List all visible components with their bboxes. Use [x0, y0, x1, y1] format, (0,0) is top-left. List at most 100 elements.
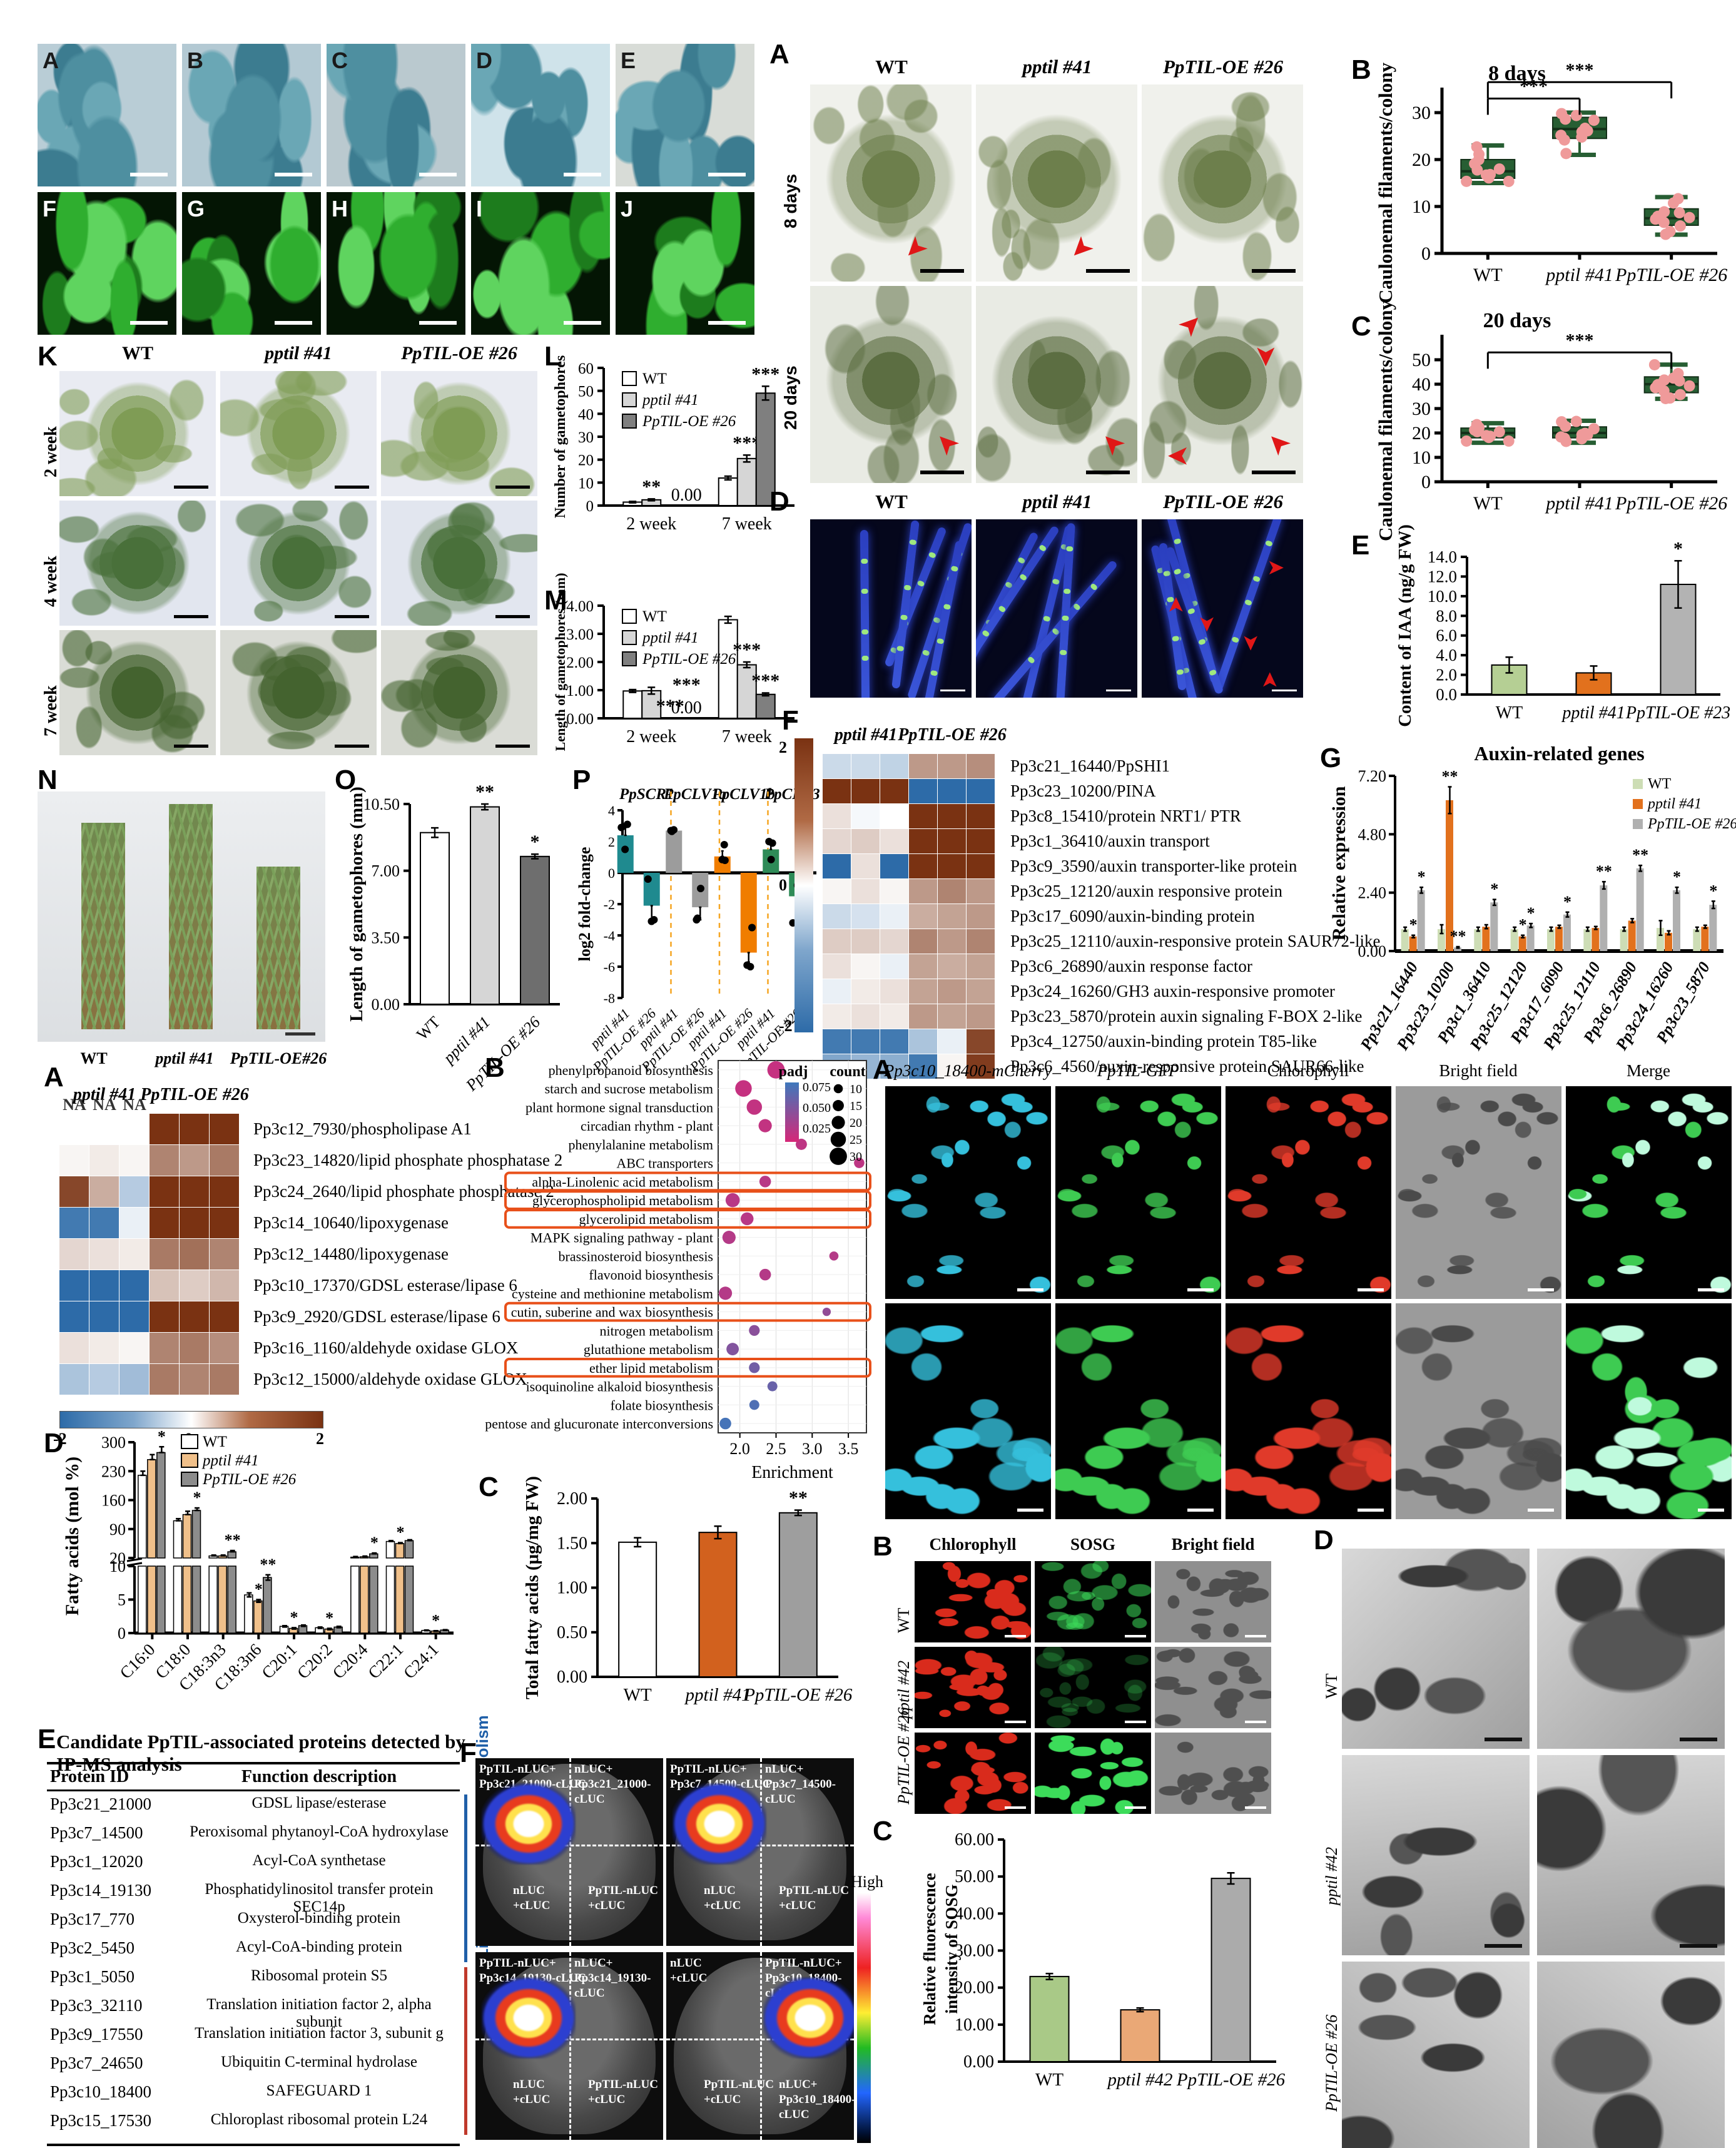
table-row-desc: Oxysterol-binding protein: [237, 1910, 401, 1927]
chart-text: 0.050: [803, 1101, 831, 1115]
data-point: [1556, 108, 1568, 120]
chart-text: 0.025: [803, 1122, 831, 1136]
bar-upper-WT: [173, 1520, 183, 1559]
chart-text: 4.0: [1436, 646, 1457, 664]
heatmap-cell: [851, 754, 880, 778]
heatmap-cell: [823, 904, 851, 929]
colorbar-tick: 2: [316, 1430, 324, 1448]
chart-text: 60: [578, 360, 594, 377]
panel-c-total-fatty-acids: C 0.00 0.50 1.00 1.50 2.00 Total fatty acids (…: [475, 1470, 853, 1724]
heatmap-cell: [909, 954, 937, 979]
heatmap-cell: [851, 854, 880, 878]
panel-b-sosg: B Chlorophyll SOSG Bright field WT pptil #42 P…: [870, 1527, 1307, 1818]
quadrant-label: nLUC+ Pp3c7_14500-cLUC: [765, 1763, 836, 1806]
panel-d-filaments: D WT pptil #41 PpTIL-OE #26 ➤ ➤ ➤ ➤ ➤: [769, 485, 1307, 701]
bar-OE: [1563, 914, 1571, 951]
pathway-dot: [767, 1061, 785, 1079]
chart-text: 30: [850, 1150, 862, 1164]
colony-photo-8days-1: ➤: [976, 84, 1137, 282]
chart-text: WT: [1473, 493, 1503, 514]
chart-text: Caulonemal filaments/colony: [1374, 300, 1396, 541]
chart-text: Total fatty acids (μg/mg FW): [522, 1476, 542, 1699]
heatmap-row-label: Pp3c23_5870/protein auxin signaling F-BO…: [1010, 1007, 1363, 1026]
header-label: pptil #41: [834, 725, 898, 745]
sosg-image-2-1: [1035, 1733, 1151, 1814]
tem-image-1-1: [1537, 1755, 1725, 1955]
colony-photo-2week-1: [220, 371, 377, 496]
chart-text: 0.00: [566, 711, 594, 728]
scale-bar: [1245, 1635, 1266, 1637]
heatmap-cell: [210, 1114, 239, 1144]
panel-letter-A-mid: A: [769, 39, 789, 69]
chart-text: Relative fluorescence: [920, 1873, 939, 2025]
plant-shoot-2: [256, 867, 300, 1029]
chart-text: cutin, suberine and wax biosynthesis: [511, 1305, 713, 1320]
heatmap-cell: [938, 1029, 966, 1054]
scale-bar: [495, 745, 530, 748]
chart-text: Auxin-related genes: [1474, 742, 1644, 765]
heatmap-cell: [909, 779, 937, 803]
heatmap-cell: [880, 954, 908, 979]
chart-text: isoquinoline alkaloid biosynthesis: [526, 1379, 713, 1395]
data-point: [696, 885, 704, 892]
heatmap-row-label: Pp3c1_36410/auxin transport: [1010, 832, 1210, 850]
septum: [1264, 539, 1273, 547]
k-row-label: 7 week: [41, 685, 61, 736]
septum: [950, 566, 958, 573]
heatmap-cell: [967, 854, 995, 878]
chart-text: pptil #41: [1561, 703, 1625, 723]
colony-photo-4week-1: [220, 501, 377, 626]
data-point: [1485, 168, 1496, 180]
heatmap-cell: [823, 1029, 851, 1054]
chart-text: 50: [1412, 350, 1431, 370]
scale-bar: [1358, 1288, 1384, 1291]
table-row-id: Pp3c1_5050: [50, 1967, 135, 1986]
chart-text: -2: [604, 897, 615, 912]
chart-text: *: [1673, 538, 1683, 559]
chart-text: Length of gametophores (mm): [552, 573, 568, 751]
scale-bar: [1485, 1944, 1522, 1948]
heatmap-cell: [180, 1208, 209, 1238]
gus-micrograph-B: B: [182, 44, 321, 186]
heatmap-cell: [59, 1145, 89, 1176]
panel-letter-F-heat: F: [782, 705, 799, 736]
heatmap-cell: [938, 1004, 966, 1029]
chart-text: glutathione metabolism: [584, 1341, 713, 1357]
scale-bar: [174, 615, 208, 618]
colony-photo-8days-2: [1142, 84, 1303, 282]
luminescence-signal: [482, 1783, 576, 1865]
gus-micrograph-D: D: [471, 44, 610, 186]
panel-letter-P: P: [572, 765, 591, 795]
panel-c-sosg: C 0.00 10.00 20.00 30.00 40.00 50.00 60.00 WT ppt…: [870, 1815, 1307, 2127]
scale-bar: [1485, 1738, 1522, 1741]
panel-letter-C-fat: C: [479, 1472, 499, 1502]
chart-text: ether lipid metabolism: [589, 1360, 713, 1376]
panel-letter-C-box: C: [1351, 311, 1371, 342]
scale-bar: [920, 471, 964, 474]
luminescence-signal: [763, 1977, 854, 2059]
scale-bar: [1125, 1721, 1146, 1723]
chart-text: WT: [642, 608, 667, 625]
data-point: [647, 917, 656, 925]
septum: [997, 605, 1007, 614]
panel-letter-B-sosg: B: [873, 1531, 893, 1562]
table-rule: [47, 2144, 460, 2146]
table-row-id: Pp3c14_19130: [50, 1881, 151, 1900]
chart-text: glycerophospholipid metabolism: [532, 1193, 713, 1208]
colony-photo-8days-0: ➤: [810, 84, 972, 282]
panel-letter-E-table: E: [38, 1724, 56, 1754]
highlight-box: [504, 1301, 871, 1322]
septum: [1059, 649, 1067, 655]
panel-letter-M: M: [544, 585, 567, 616]
chart-text: WT: [1473, 265, 1503, 285]
heatmap-cell: [89, 1176, 119, 1207]
data-point: [1461, 175, 1473, 187]
data-point: [1560, 148, 1572, 160]
chart-text: C16:0: [116, 1640, 159, 1682]
heatmap-cell: [119, 1176, 149, 1207]
chart-text: count: [830, 1064, 865, 1080]
chart-text: cysteine and methionine metabolism: [512, 1286, 713, 1301]
chart-text: WT: [1496, 703, 1523, 723]
bar-lower-OE: [156, 1565, 166, 1634]
chart-text: 3.50: [372, 929, 400, 947]
